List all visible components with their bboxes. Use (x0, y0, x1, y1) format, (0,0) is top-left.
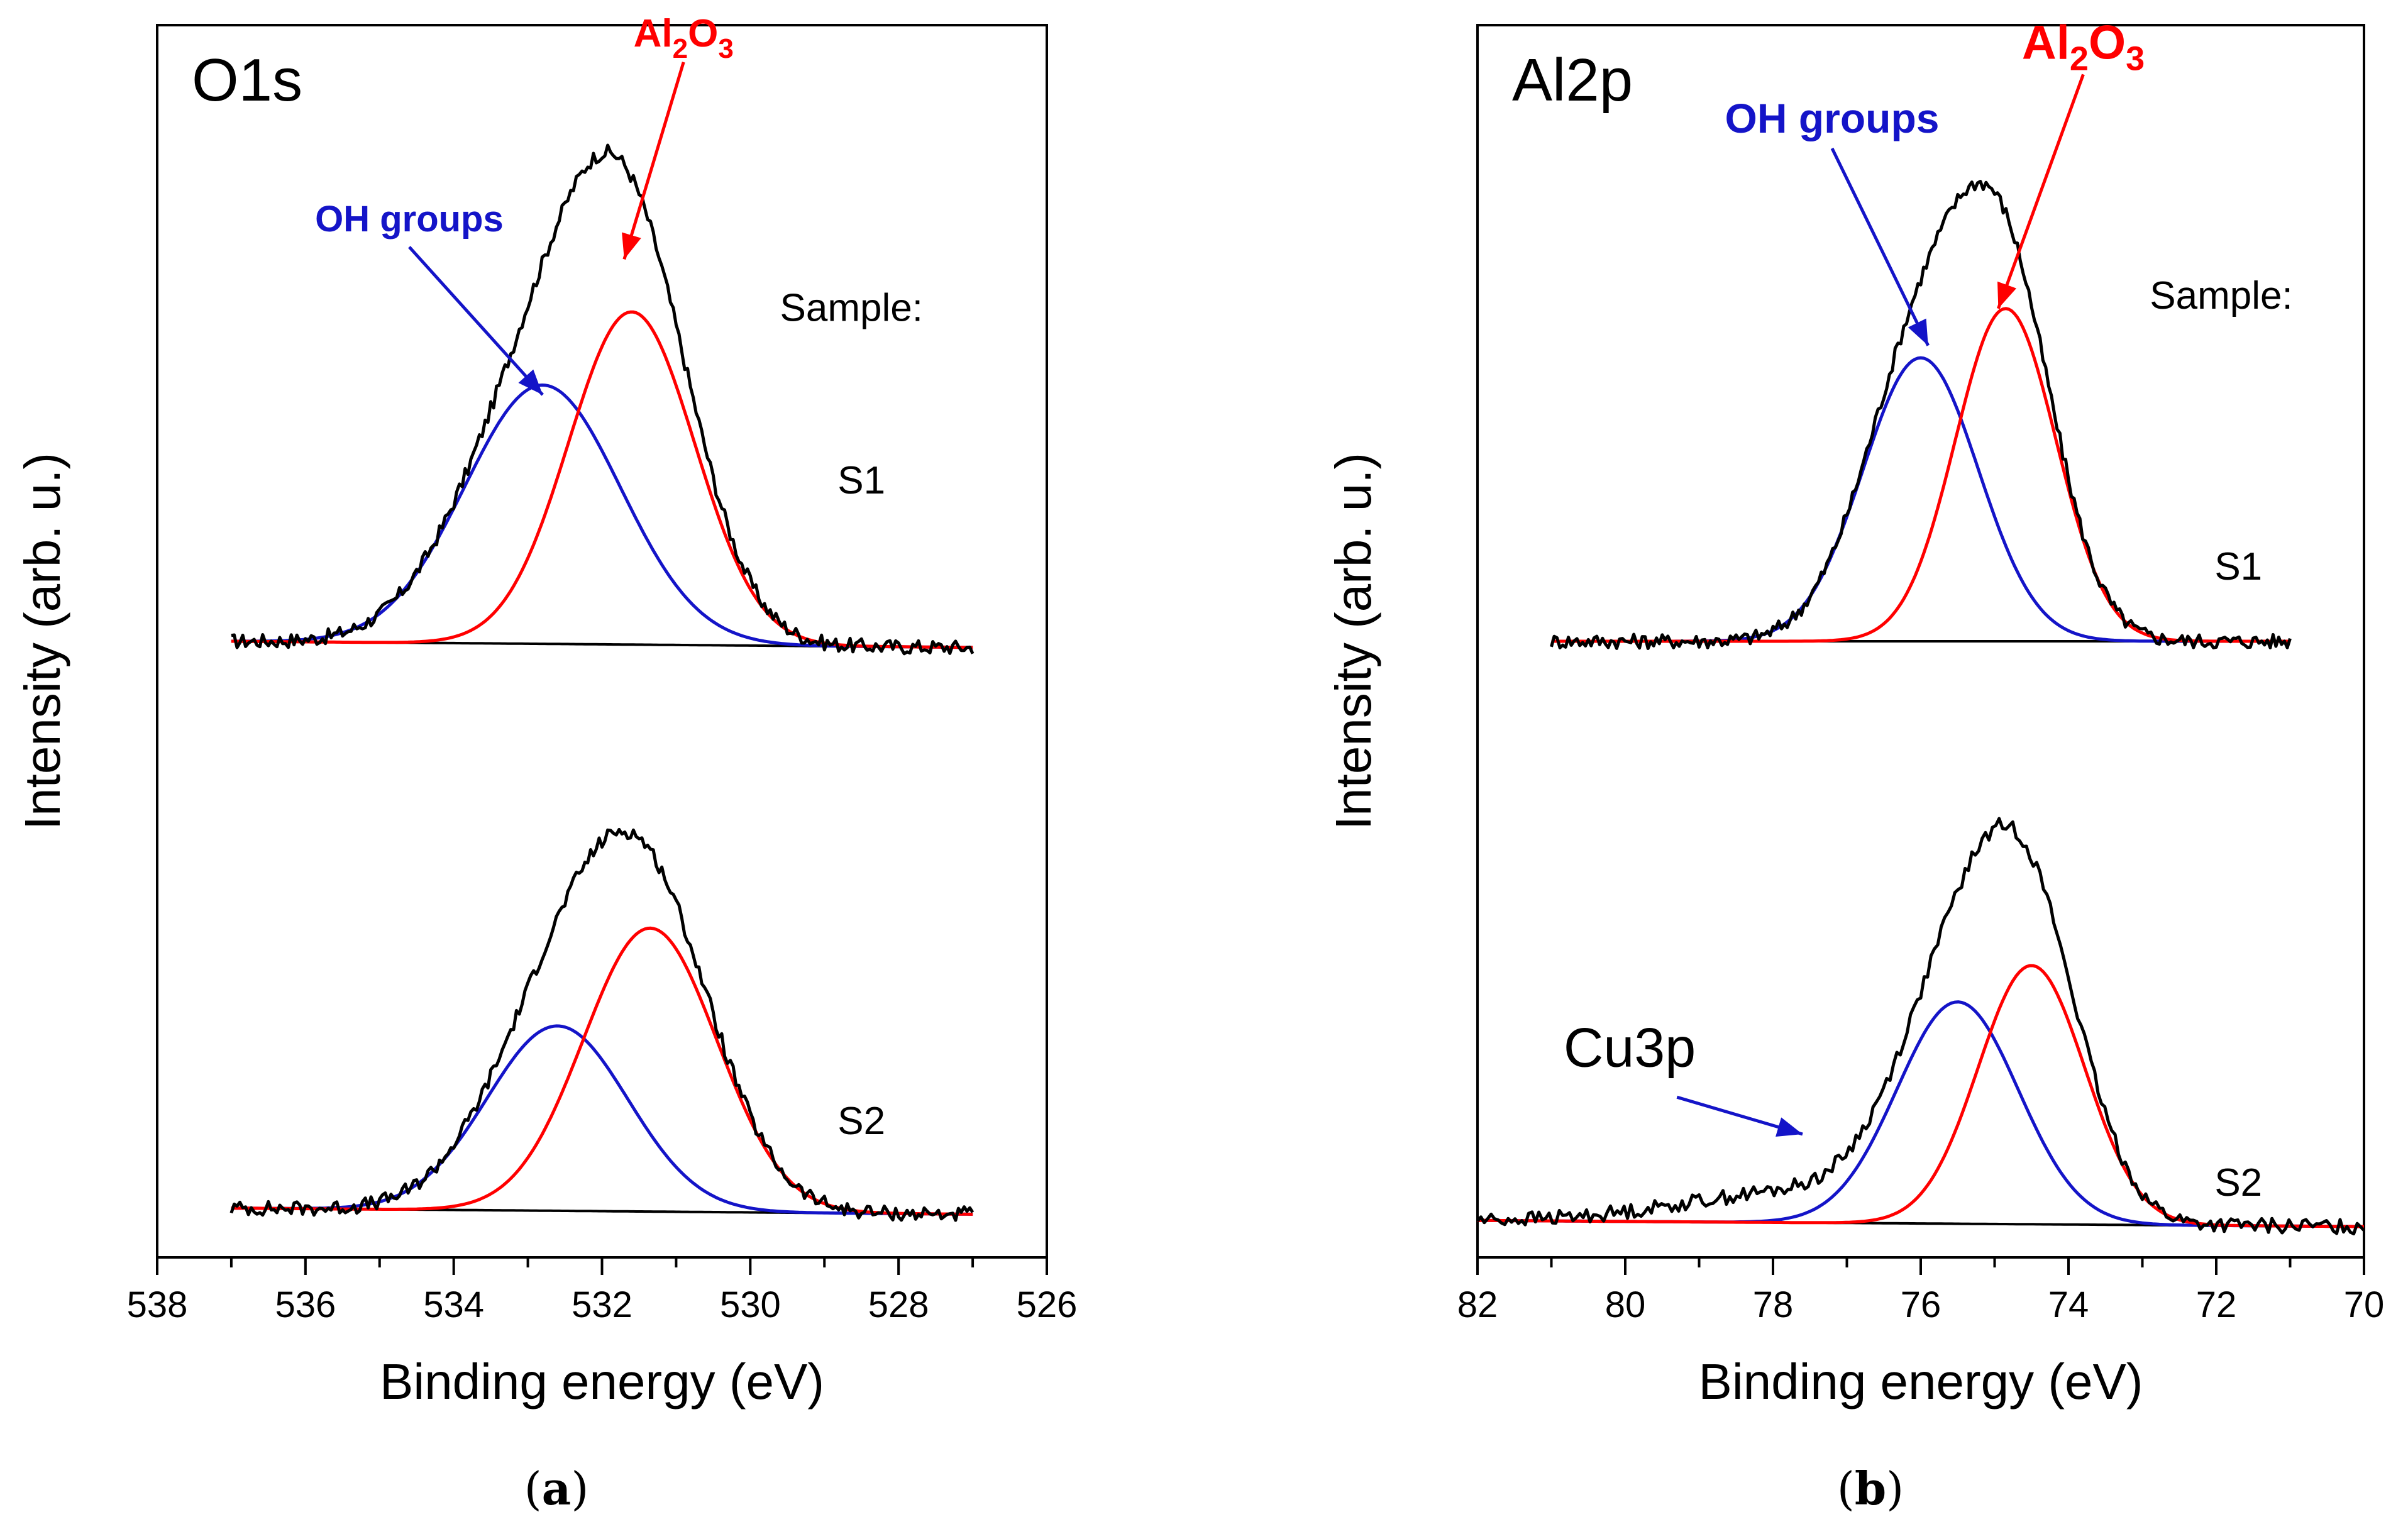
legend-title: Sample: (2150, 274, 2292, 317)
chart-panel-a: 538 536 534 532 530 528 526 Binding energy (eV)… (14, 12, 1077, 1410)
legend-title: Sample: (780, 286, 923, 329)
x-tick-label: 534 (423, 1284, 484, 1325)
x-tick-label: 538 (127, 1284, 188, 1325)
annotation-oh-groups: OH groups (1725, 95, 1940, 141)
caption-b: (b) (1836, 1462, 1904, 1515)
fit-oh-groups-s1 (1551, 356, 2290, 643)
x-axis-label: Binding energy (eV) (1698, 1354, 2143, 1410)
arrow-al2o3-line (1997, 74, 2085, 309)
annotation-oh-groups: OH groups (315, 199, 504, 240)
chart-panel-b: 82 80 78 76 74 72 70 Binding energy (eV) Intensi… (1325, 16, 2384, 1410)
x-tick-label: 76 (1901, 1284, 1941, 1325)
panel-label: Al2p (1512, 47, 1633, 114)
x-tick-label: 532 (572, 1284, 632, 1325)
al2o3-al: Al (2022, 16, 2070, 69)
envelope-s1 (231, 143, 975, 656)
al2o3-o: O (2089, 16, 2126, 69)
x-tick-label: 80 (1605, 1284, 1646, 1325)
annotation-al2o3: Al2O3 (634, 12, 734, 64)
al2o3-al: Al (634, 12, 673, 55)
y-axis-label: Intensity (arb. u.) (14, 453, 70, 830)
sample-label-s1: S1 (837, 459, 885, 502)
panel-label: O1s (192, 47, 302, 114)
al2o3-sub-2: 2 (673, 33, 688, 64)
envelope-s2 (1476, 817, 2365, 1235)
al2o3-sub-3: 3 (2126, 40, 2145, 77)
arrow-al2o3-head (1997, 281, 2017, 309)
x-tick-label: 72 (2196, 1284, 2237, 1325)
x-axis-label: Binding energy (eV) (380, 1354, 824, 1410)
fit-oh-groups-s1 (231, 383, 973, 649)
arrow-oh-groups-head (518, 369, 543, 395)
x-tick-label: 526 (1017, 1284, 1078, 1325)
annotation-cu3p: Cu3p (1564, 1016, 1696, 1078)
caption-a-letter: a (541, 1462, 572, 1515)
x-tick-label: 530 (720, 1284, 781, 1325)
sample-label-s2: S2 (2214, 1161, 2262, 1205)
arrow-oh-groups-line (408, 246, 544, 396)
envelope-s1 (1550, 180, 2292, 650)
caption-b-letter: b (1854, 1462, 1887, 1515)
arrow-cu3p-head (1776, 1117, 1803, 1137)
arrow-al2o3-line (622, 62, 685, 260)
x-tick-label: 78 (1753, 1284, 1794, 1325)
annotation-al2o3: Al2O3 (2022, 16, 2145, 77)
al2o3-sub-2: 2 (2070, 40, 2089, 77)
sample-label-s2: S2 (837, 1100, 885, 1143)
al2o3-sub-3: 3 (718, 33, 733, 64)
x-tick-label: 74 (2048, 1284, 2089, 1325)
arrow-oh-groups-head (1908, 318, 1928, 346)
al2o3-o: O (688, 12, 718, 55)
x-tick-label: 70 (2344, 1284, 2385, 1325)
x-tick-label: 82 (1457, 1284, 1498, 1325)
sample-label-s1: S1 (2214, 545, 2262, 588)
x-tick-label: 536 (275, 1284, 336, 1325)
caption-a: (a) (524, 1462, 589, 1515)
envelope-s2 (229, 827, 975, 1222)
y-axis-label: Intensity (arb. u.) (1325, 453, 1381, 830)
x-tick-label: 528 (868, 1284, 929, 1325)
arrow-oh-groups-line (1830, 147, 1930, 346)
arrow-al2o3-head (622, 232, 641, 260)
fit-al2o3-s2 (231, 926, 973, 1216)
